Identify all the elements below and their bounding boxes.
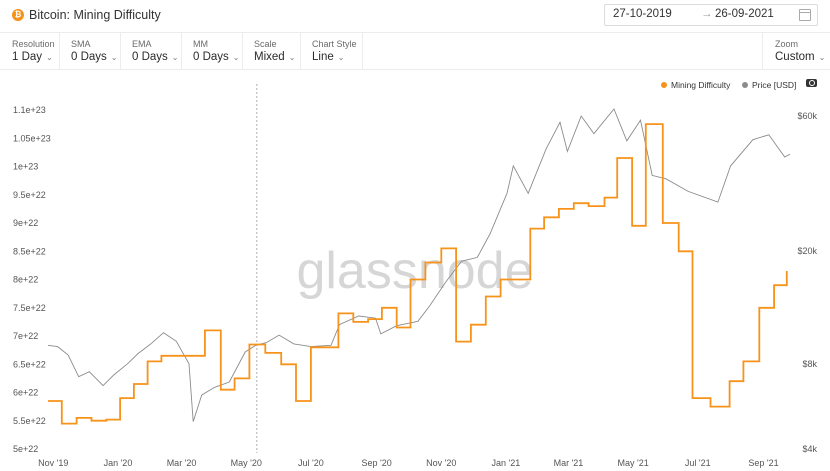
legend-label: Mining Difficulty xyxy=(671,80,731,90)
calendar-icon[interactable] xyxy=(799,9,811,21)
resolution-dropdown[interactable]: Resolution 1 Day ⌄ xyxy=(0,33,60,69)
date-range-picker[interactable]: 27-10-2019 → 26-09-2021 xyxy=(604,4,818,26)
chevron-down-icon: ⌄ xyxy=(46,53,53,62)
ema-label: EMA xyxy=(132,39,152,49)
y2-axis-tick-label: $20k xyxy=(797,246,817,256)
sma-label: SMA xyxy=(71,39,91,49)
legend-item-mining-difficulty[interactable]: Mining Difficulty xyxy=(661,80,730,90)
x-axis-tick-label: Jul '21 xyxy=(685,458,711,468)
sma-dropdown[interactable]: SMA 0 Days ⌄ xyxy=(59,33,121,69)
sma-value: 0 Days xyxy=(71,51,107,63)
y-axis-tick-label: 1.05e+23 xyxy=(13,133,51,143)
mm-dropdown[interactable]: MM 0 Days ⌄ xyxy=(181,33,243,69)
x-axis-tick-label: Sep '21 xyxy=(748,458,778,468)
y-axis-tick-label: 7e+22 xyxy=(13,331,38,341)
x-axis-tick-label: Nov '20 xyxy=(426,458,456,468)
legend-item-price[interactable]: Price [USD] xyxy=(742,80,796,90)
price-series-line xyxy=(47,108,791,422)
y-axis-tick-label: 1e+23 xyxy=(13,162,38,172)
mm-value: 0 Days xyxy=(193,51,229,63)
zoom-value: Custom xyxy=(775,51,815,63)
header-bar: ₿ Bitcoin: Mining Difficulty 27-10-2019 … xyxy=(0,0,830,30)
y-axis-tick-label: 7.5e+22 xyxy=(13,303,46,313)
legend-label: Price [USD] xyxy=(752,80,797,90)
y-axis-tick-label: 5.5e+22 xyxy=(13,416,46,426)
ema-value: 0 Days xyxy=(132,51,168,63)
y-axis-tick-label: 9.5e+22 xyxy=(13,190,46,200)
chevron-down-icon: ⌄ xyxy=(171,53,179,62)
mining-difficulty-series-line xyxy=(48,123,788,425)
x-axis-tick-label: Jul '20 xyxy=(298,458,324,468)
chevron-down-icon: ⌄ xyxy=(288,53,296,62)
chart-style-value: Line xyxy=(312,51,334,63)
mm-label: MM xyxy=(193,39,208,49)
scale-dropdown[interactable]: Scale Mixed ⌄ xyxy=(242,33,301,69)
date-to[interactable]: 26-09-2021 xyxy=(715,8,774,20)
chevron-down-icon: ⌄ xyxy=(110,53,118,62)
legend-dot-icon xyxy=(661,81,667,88)
watermark: glassnode xyxy=(296,242,533,300)
zoom-dropdown[interactable]: Zoom Custom ⌄ xyxy=(762,33,830,69)
y-axis-tick-label: 9e+22 xyxy=(13,218,38,228)
page-title: Bitcoin: Mining Difficulty xyxy=(29,8,161,22)
chart-style-label: Chart Style xyxy=(312,39,357,49)
y2-axis-tick-label: $8k xyxy=(802,359,817,369)
chart-controls: Resolution 1 Day ⌄ SMA 0 Days ⌄ EMA 0 Days… xyxy=(0,32,830,70)
legend-dot-icon xyxy=(742,81,748,88)
x-axis-tick-label: Mar '20 xyxy=(167,458,197,468)
y-axis-tick-label: 6.5e+22 xyxy=(13,359,46,369)
resolution-label: Resolution xyxy=(12,39,55,49)
x-axis-tick-label: Jan '20 xyxy=(104,458,133,468)
chevron-down-icon: ⌄ xyxy=(337,53,345,62)
chart-style-dropdown[interactable]: Chart Style Line ⌄ xyxy=(300,33,363,69)
date-from[interactable]: 27-10-2019 xyxy=(613,8,672,20)
x-axis-tick-label: May '20 xyxy=(231,458,262,468)
scale-value: Mixed xyxy=(254,51,285,63)
x-axis-tick-label: Sep '20 xyxy=(361,458,391,468)
arrow-right-icon: → xyxy=(701,8,713,20)
x-axis-tick-label: Jan '21 xyxy=(492,458,521,468)
bitcoin-icon: ₿ xyxy=(12,9,24,21)
y2-axis-tick-label: $60k xyxy=(797,111,817,121)
chevron-down-icon: ⌄ xyxy=(818,53,826,62)
zoom-label: Zoom xyxy=(775,39,799,49)
resolution-value: 1 Day xyxy=(12,51,43,63)
scale-label: Scale xyxy=(254,39,277,49)
x-axis-tick-label: Nov '19 xyxy=(38,458,68,468)
y2-axis-tick-label: $4k xyxy=(802,444,817,454)
y-axis-tick-label: 8.5e+22 xyxy=(13,246,46,256)
y-axis-tick-label: 6e+22 xyxy=(13,388,38,398)
chevron-down-icon: ⌄ xyxy=(232,53,240,62)
y-axis-tick-label: 8e+22 xyxy=(13,275,38,285)
x-axis-tick-label: May '21 xyxy=(618,458,649,468)
y-axis-tick-label: 5e+22 xyxy=(13,444,38,454)
ema-dropdown[interactable]: EMA 0 Days ⌄ xyxy=(120,33,182,69)
y-axis-tick-label: 1.1e+23 xyxy=(13,105,46,115)
x-axis-tick-label: Mar '21 xyxy=(554,458,584,468)
camera-icon[interactable] xyxy=(806,79,817,87)
